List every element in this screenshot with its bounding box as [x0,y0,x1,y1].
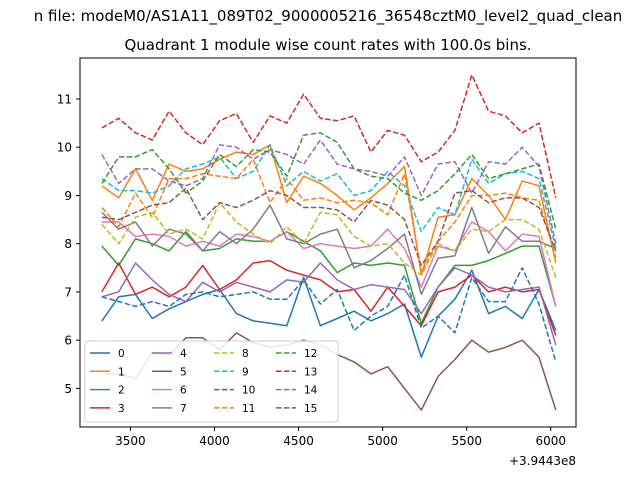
series-line-15 [101,187,557,267]
y-tick-label: 10 [57,141,72,155]
series-line-10 [101,267,557,363]
plot-frame [79,57,577,428]
series-line-1 [101,144,557,276]
legend-label-1: 1 [118,366,125,378]
y-tick-label: 9 [64,189,72,203]
legend-label-6: 6 [180,385,187,397]
series-line-11 [101,158,557,274]
legend-label-10: 10 [242,385,255,397]
x-tick-label: 4000 [199,434,230,448]
legend-label-4: 4 [180,348,187,360]
chart-title: Quadrant 1 module wise count rates with … [124,36,531,54]
legend-label-0: 0 [118,348,125,360]
legend-label-2: 2 [118,385,125,397]
legend-label-11: 11 [242,403,255,415]
series-line-6 [101,221,557,307]
x-tick-label: 3500 [115,434,146,448]
y-tick-label: 7 [64,285,72,299]
series-line-0 [101,269,557,358]
x-tick-label: 5500 [451,434,482,448]
legend-label-15: 15 [304,403,317,415]
y-tick-label: 6 [64,334,72,348]
x-axis: 3500 4000 4500 5000 5500 6000 [115,427,566,448]
series-line-13 [101,74,557,199]
legend-label-14: 14 [304,385,318,397]
legend-label-13: 13 [304,366,317,378]
legend-frame [84,340,339,423]
series-line-3 [101,259,557,336]
legend-label-3: 3 [118,403,125,415]
legend-label-5: 5 [180,366,187,378]
y-tick-label: 8 [64,237,72,251]
series-line-4 [101,262,557,346]
y-tick-label: 11 [57,93,72,107]
x-tick-label: 4500 [283,434,314,448]
x-tick-label: 6000 [536,434,567,448]
figure-suptitle: n file: modeM0/AS1A11_089T02_9000005216_… [34,7,623,26]
x-tick-label: 5000 [367,434,398,448]
legend-label-12: 12 [304,348,317,360]
legend-label-7: 7 [180,403,187,415]
legend-label-9: 9 [242,366,249,378]
legend-label-8: 8 [242,348,249,360]
series-line-8 [101,201,557,278]
series-line-9 [101,144,557,249]
y-tick-label: 5 [64,382,72,396]
series-line-12 [101,132,557,230]
series-line-14 [101,139,557,244]
y-axis: 5 6 7 8 9 10 11 [57,93,80,396]
x-axis-offset-text: +3.9443e8 [509,454,576,468]
